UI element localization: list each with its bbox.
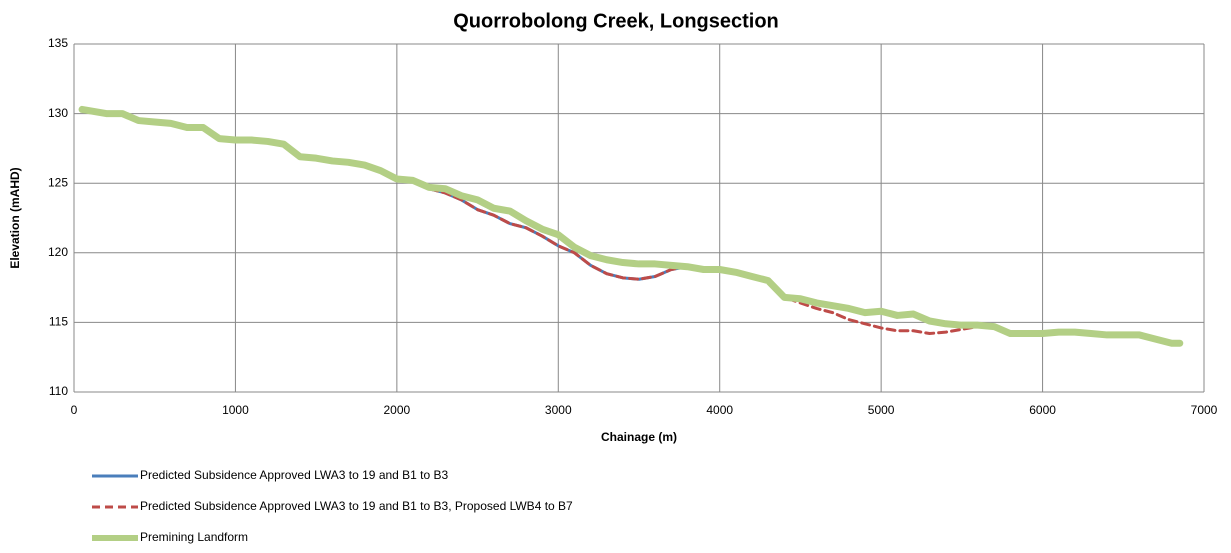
data-line (78, 105, 1184, 347)
x-tick-label: 2000 (384, 403, 411, 417)
x-tick-label: 4000 (706, 403, 733, 417)
data-line (80, 107, 1182, 345)
chart-title: Quorrobolong Creek, Longsection (453, 10, 779, 32)
y-tick-label: 110 (49, 384, 68, 398)
legend-label: Predicted Subsidence Approved LWA3 to 19… (140, 499, 573, 513)
x-tick-label: 1000 (222, 403, 249, 417)
x-tick-label: 5000 (868, 403, 895, 417)
x-tick-label: 3000 (545, 403, 572, 417)
x-tick-label: 0 (71, 403, 78, 417)
data-line (80, 107, 1182, 345)
y-tick-label: 130 (48, 106, 68, 120)
x-tick-label: 6000 (1029, 403, 1056, 417)
y-tick-label: 115 (49, 315, 68, 329)
x-axis-label: Chainage (m) (601, 430, 677, 444)
y-tick-label: 135 (48, 36, 68, 50)
legend-label: Premining Landform (140, 530, 248, 544)
y-tick-label: 120 (48, 245, 68, 259)
y-axis-label: Elevation (mAHD) (8, 167, 22, 268)
legend-label: Predicted Subsidence Approved LWA3 to 19… (140, 468, 449, 482)
x-tick-label: 7000 (1191, 403, 1218, 417)
y-tick-label: 125 (48, 175, 68, 189)
